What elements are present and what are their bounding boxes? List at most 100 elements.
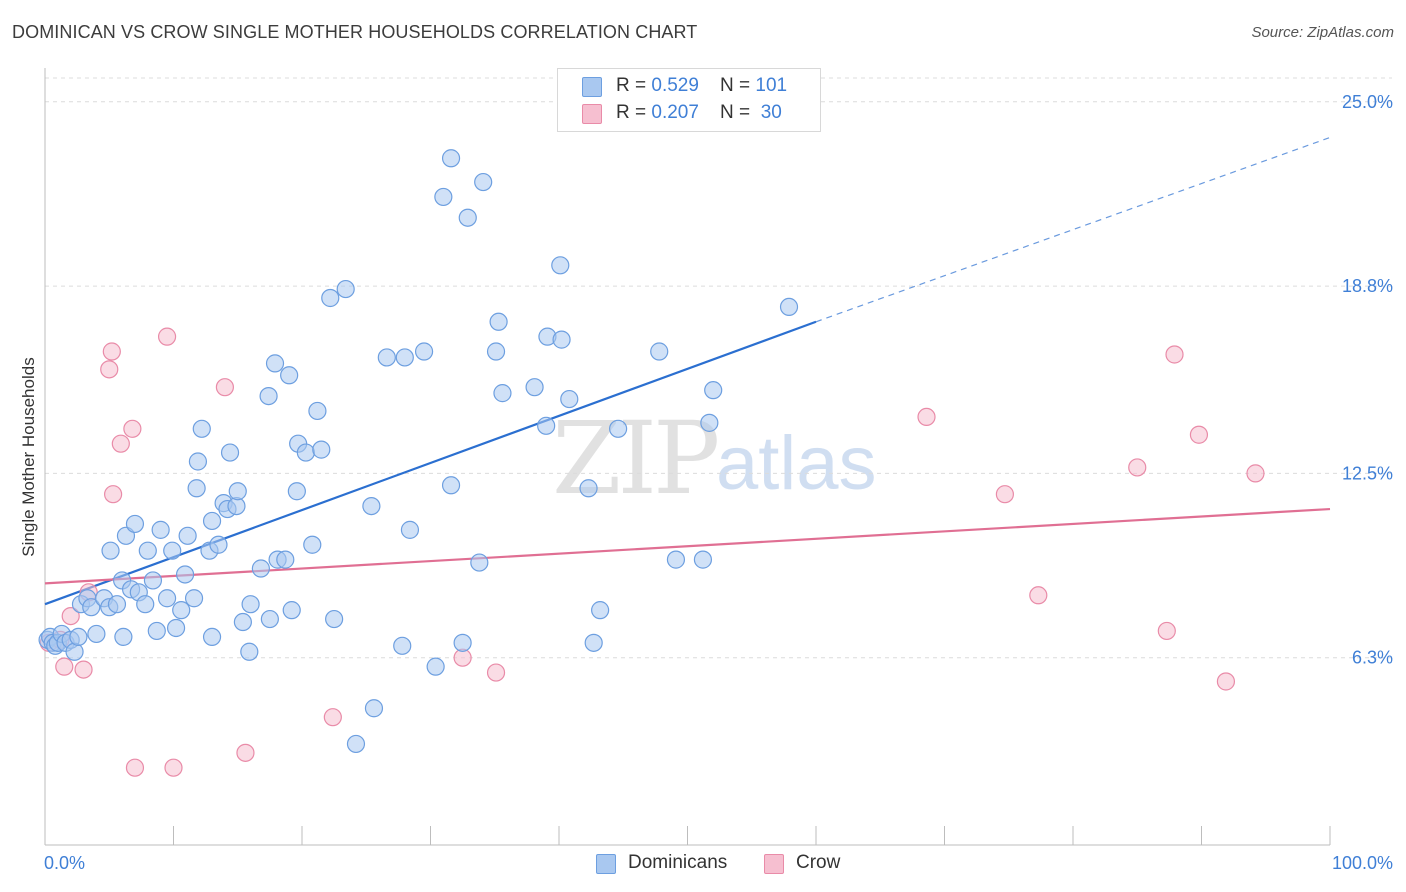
dominicans-point — [493, 384, 512, 403]
dominicans-point — [260, 609, 279, 629]
dominicans-point — [172, 601, 191, 620]
dominicans-point — [303, 535, 322, 554]
dominicans-point — [107, 595, 127, 614]
crow-point — [1216, 672, 1236, 691]
dominicans-point — [296, 443, 315, 462]
dominicans-point — [414, 342, 434, 361]
chart-title: DOMINICAN VS CROW SINGLE MOTHER HOUSEHOL… — [12, 22, 698, 42]
crow-point — [1029, 586, 1048, 605]
crow-point — [486, 663, 506, 682]
r-label: R = — [616, 75, 652, 96]
dominicans-point — [265, 354, 285, 373]
crow-point — [123, 419, 142, 438]
watermark-zip: ZIP — [552, 400, 720, 517]
dominicans-point — [209, 535, 228, 554]
dominicans-point — [584, 633, 603, 652]
crow-point — [61, 606, 80, 626]
dominicans-point — [280, 366, 299, 385]
dominicans-point — [486, 342, 506, 361]
dominicans-point — [393, 636, 412, 655]
dominicans-point — [175, 565, 195, 584]
crow-point — [164, 758, 183, 777]
dominicans-point — [228, 482, 247, 501]
n-label: N = — [720, 102, 756, 123]
dominicans-point — [551, 256, 570, 275]
dominicans-point — [779, 297, 799, 317]
dominicans-point — [308, 401, 327, 421]
source-label: Source: ZipAtlas.com — [1251, 24, 1394, 41]
legend-label: Dominicans — [628, 852, 728, 873]
dominicans-point — [434, 187, 453, 207]
dominicans-point — [312, 440, 331, 459]
dominicans-point — [147, 621, 166, 641]
dominicans-point — [346, 734, 366, 754]
dominicans-swatch — [596, 854, 616, 874]
dominicans-point — [579, 479, 598, 498]
dominicans-point — [364, 699, 384, 718]
crow-point — [100, 360, 119, 379]
dominicans-point — [233, 612, 252, 632]
crow-point — [102, 342, 121, 361]
dominicans-point — [65, 642, 84, 661]
y-tick-label: 18.8% — [1342, 276, 1393, 296]
dominicans-point — [178, 526, 197, 545]
dominicans-point — [114, 627, 133, 646]
crow-point — [55, 657, 74, 676]
crow-swatch — [582, 104, 602, 124]
y-axis-label: Single Mother Households — [19, 357, 38, 556]
dominicans-point — [241, 595, 260, 614]
r-value: 0.529 — [651, 75, 699, 96]
dominicans-trend-extension — [815, 136, 1331, 323]
dominicans-point — [184, 589, 204, 608]
dominicans-point — [362, 496, 381, 516]
r-label: R = — [616, 102, 652, 123]
crow-point — [1128, 458, 1147, 477]
dominicans-point — [276, 550, 295, 569]
x-tick-label-start: 0.0% — [44, 853, 85, 873]
dominicans-point — [591, 601, 610, 620]
crow-swatch — [764, 854, 784, 874]
dominicans-point — [163, 541, 182, 560]
dominicans-point — [166, 618, 186, 638]
dominicans-point — [143, 571, 163, 590]
y-tick-label: 6.3% — [1352, 648, 1393, 668]
dominicans-point — [282, 601, 301, 620]
dominicans-point — [693, 550, 713, 569]
dominicans-point — [321, 288, 340, 308]
dominicans-point — [377, 348, 396, 367]
axes — [44, 68, 1331, 846]
dominicans-point — [704, 381, 723, 400]
r-value: 0.207 — [651, 102, 699, 123]
dominicans-point — [187, 479, 206, 498]
dominicans-point — [441, 476, 461, 495]
dominicans-point — [125, 514, 145, 534]
dominicans-point — [151, 520, 170, 539]
legend-label: Crow — [796, 852, 841, 873]
y-tick-label: 25.0% — [1342, 92, 1393, 112]
dominicans-point — [525, 378, 544, 397]
dominicans-point — [426, 657, 445, 676]
stats-legend: R = 0.529 N = 101 R = 0.207 N = 30 — [557, 68, 821, 132]
y-tick-label: 12.5% — [1342, 463, 1393, 483]
dominicans-point — [157, 589, 177, 608]
dominicans-point — [458, 208, 477, 227]
dominicans-point — [287, 482, 306, 501]
crow-trend-line — [44, 507, 1331, 585]
crow-point — [323, 708, 342, 727]
dominicans-point — [101, 541, 120, 560]
dominicans-point — [609, 419, 628, 438]
dominicans-point — [395, 348, 414, 367]
watermark-atlas: atlas — [716, 421, 877, 506]
dominicans-point — [474, 172, 493, 192]
dominicans-point — [400, 520, 420, 539]
crow-point — [995, 485, 1014, 504]
crow-point — [104, 485, 123, 504]
crow-point — [1189, 425, 1209, 444]
dominicans-point — [489, 312, 508, 331]
crow-point — [1246, 464, 1265, 483]
dominicans-point — [441, 149, 461, 168]
dominicans-point — [453, 633, 472, 652]
dominicans-point — [336, 279, 355, 299]
dominicans-point — [192, 419, 211, 438]
axis-labels: 6.3% 12.5% 18.8% 25.0% 0.0% 100.0% Single Moth… — [19, 92, 1393, 873]
